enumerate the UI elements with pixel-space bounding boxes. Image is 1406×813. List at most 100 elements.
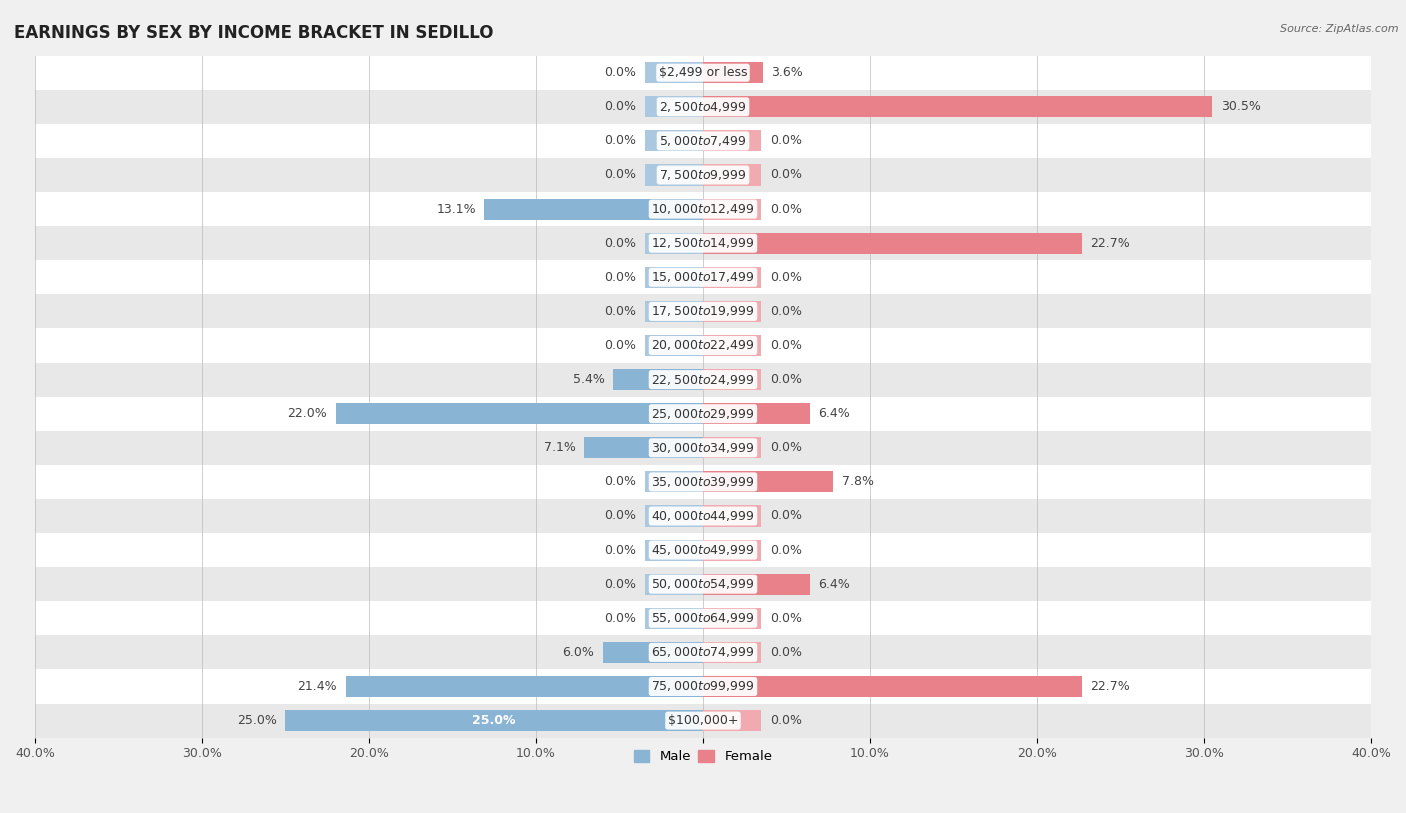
Text: 22.0%: 22.0% bbox=[287, 407, 328, 420]
Bar bbox=[35, 635, 1371, 669]
Bar bbox=[35, 397, 1371, 431]
Bar bbox=[644, 608, 703, 629]
Bar bbox=[35, 669, 1371, 703]
Bar bbox=[703, 710, 762, 731]
Text: 0.0%: 0.0% bbox=[605, 305, 636, 318]
Bar bbox=[703, 403, 810, 424]
Bar bbox=[703, 641, 762, 663]
Bar bbox=[35, 294, 1371, 328]
Text: 0.0%: 0.0% bbox=[770, 168, 801, 181]
Bar bbox=[35, 192, 1371, 226]
Bar bbox=[346, 676, 703, 697]
Bar bbox=[35, 499, 1371, 533]
Text: 25.0%: 25.0% bbox=[472, 714, 516, 727]
Bar bbox=[644, 540, 703, 561]
Bar bbox=[703, 540, 762, 561]
Bar bbox=[644, 472, 703, 493]
Text: 13.1%: 13.1% bbox=[436, 202, 475, 215]
Text: $5,000 to $7,499: $5,000 to $7,499 bbox=[659, 134, 747, 148]
Bar bbox=[703, 267, 762, 288]
Text: 22.7%: 22.7% bbox=[1091, 237, 1130, 250]
Text: 0.0%: 0.0% bbox=[605, 510, 636, 523]
Text: 3.6%: 3.6% bbox=[772, 66, 803, 79]
Text: 7.1%: 7.1% bbox=[544, 441, 576, 454]
Bar bbox=[644, 130, 703, 151]
Bar bbox=[703, 96, 1212, 117]
Text: Source: ZipAtlas.com: Source: ZipAtlas.com bbox=[1281, 24, 1399, 34]
Bar bbox=[703, 335, 762, 356]
Text: 0.0%: 0.0% bbox=[605, 339, 636, 352]
Text: $7,500 to $9,999: $7,500 to $9,999 bbox=[659, 168, 747, 182]
Bar bbox=[35, 567, 1371, 602]
Text: 0.0%: 0.0% bbox=[605, 612, 636, 625]
Text: 0.0%: 0.0% bbox=[605, 578, 636, 591]
Bar bbox=[703, 62, 763, 83]
Bar bbox=[703, 198, 762, 220]
Bar bbox=[703, 676, 1083, 697]
Text: 21.4%: 21.4% bbox=[298, 680, 337, 693]
Text: 0.0%: 0.0% bbox=[770, 202, 801, 215]
Text: 0.0%: 0.0% bbox=[770, 510, 801, 523]
Bar bbox=[35, 158, 1371, 192]
Bar bbox=[644, 62, 703, 83]
Legend: Male, Female: Male, Female bbox=[628, 745, 778, 768]
Bar bbox=[35, 124, 1371, 158]
Text: 0.0%: 0.0% bbox=[605, 100, 636, 113]
Bar bbox=[703, 574, 810, 595]
Text: 25.0%: 25.0% bbox=[238, 714, 277, 727]
Text: 0.0%: 0.0% bbox=[770, 441, 801, 454]
Text: 0.0%: 0.0% bbox=[605, 544, 636, 557]
Text: $40,000 to $44,999: $40,000 to $44,999 bbox=[651, 509, 755, 523]
Text: $45,000 to $49,999: $45,000 to $49,999 bbox=[651, 543, 755, 557]
Text: 22.7%: 22.7% bbox=[1091, 680, 1130, 693]
Text: 0.0%: 0.0% bbox=[605, 168, 636, 181]
Bar bbox=[703, 472, 834, 493]
Bar bbox=[703, 301, 762, 322]
Bar bbox=[585, 437, 703, 459]
Text: $2,499 or less: $2,499 or less bbox=[659, 66, 747, 79]
Text: $35,000 to $39,999: $35,000 to $39,999 bbox=[651, 475, 755, 489]
Text: 6.0%: 6.0% bbox=[562, 646, 595, 659]
Text: 0.0%: 0.0% bbox=[605, 271, 636, 284]
Text: $10,000 to $12,499: $10,000 to $12,499 bbox=[651, 202, 755, 216]
Bar bbox=[703, 506, 762, 527]
Text: $65,000 to $74,999: $65,000 to $74,999 bbox=[651, 646, 755, 659]
Bar bbox=[644, 335, 703, 356]
Text: 6.4%: 6.4% bbox=[818, 578, 851, 591]
Bar bbox=[603, 641, 703, 663]
Text: 7.8%: 7.8% bbox=[842, 476, 873, 489]
Text: $75,000 to $99,999: $75,000 to $99,999 bbox=[651, 680, 755, 693]
Bar bbox=[336, 403, 703, 424]
Text: $55,000 to $64,999: $55,000 to $64,999 bbox=[651, 611, 755, 625]
Bar bbox=[644, 96, 703, 117]
Bar bbox=[644, 574, 703, 595]
Text: 0.0%: 0.0% bbox=[770, 271, 801, 284]
Text: 5.4%: 5.4% bbox=[572, 373, 605, 386]
Text: $2,500 to $4,999: $2,500 to $4,999 bbox=[659, 100, 747, 114]
Text: $15,000 to $17,499: $15,000 to $17,499 bbox=[651, 270, 755, 285]
Bar bbox=[644, 267, 703, 288]
Bar bbox=[484, 198, 703, 220]
Text: 0.0%: 0.0% bbox=[770, 134, 801, 147]
Bar bbox=[613, 369, 703, 390]
Bar bbox=[35, 602, 1371, 635]
Bar bbox=[35, 328, 1371, 363]
Bar bbox=[644, 164, 703, 185]
Text: $17,500 to $19,999: $17,500 to $19,999 bbox=[651, 304, 755, 319]
Text: 0.0%: 0.0% bbox=[605, 134, 636, 147]
Bar bbox=[35, 533, 1371, 567]
Bar bbox=[35, 55, 1371, 89]
Text: 0.0%: 0.0% bbox=[770, 373, 801, 386]
Text: $22,500 to $24,999: $22,500 to $24,999 bbox=[651, 372, 755, 387]
Bar bbox=[703, 164, 762, 185]
Text: 0.0%: 0.0% bbox=[770, 339, 801, 352]
Text: $25,000 to $29,999: $25,000 to $29,999 bbox=[651, 406, 755, 420]
Text: 0.0%: 0.0% bbox=[770, 305, 801, 318]
Bar bbox=[35, 703, 1371, 737]
Text: $12,500 to $14,999: $12,500 to $14,999 bbox=[651, 237, 755, 250]
Text: $100,000+: $100,000+ bbox=[668, 714, 738, 727]
Bar bbox=[703, 130, 762, 151]
Text: 0.0%: 0.0% bbox=[605, 476, 636, 489]
Bar bbox=[35, 260, 1371, 294]
Text: 0.0%: 0.0% bbox=[605, 66, 636, 79]
